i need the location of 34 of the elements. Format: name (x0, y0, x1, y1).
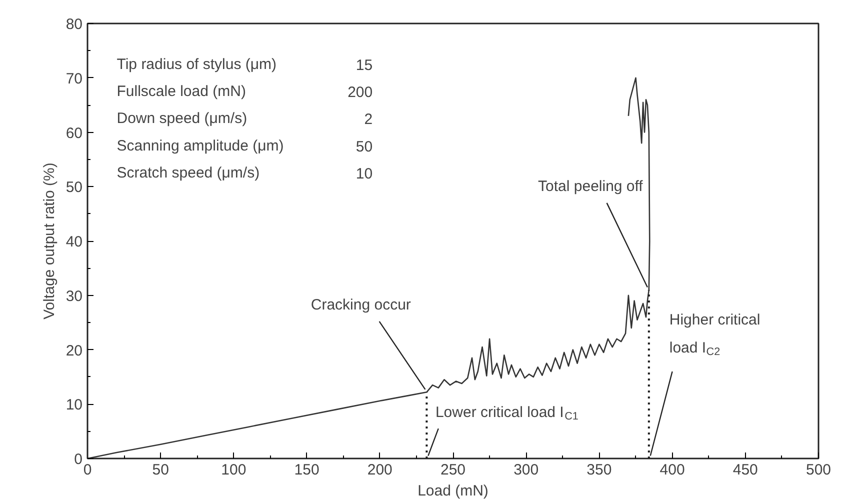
y-tick-label: 60 (66, 124, 83, 142)
x-axis-title: Load (mN) (418, 482, 488, 500)
x-tick-label: 200 (367, 462, 392, 478)
y-tick-label: 40 (66, 234, 83, 250)
annotation: Scanning amplitude (μm) (116, 137, 284, 154)
x-tick-label: 350 (586, 462, 612, 478)
line-series (88, 77, 650, 458)
y-tick-label: 20 (66, 342, 83, 360)
annotation: Scratch speed (μm/s) (116, 164, 260, 182)
x-tick-label: 100 (221, 462, 246, 478)
annotation: 2 (364, 111, 373, 128)
x-tick-label: 250 (440, 462, 466, 478)
annotation: Cracking occur (310, 296, 411, 314)
annotation: Tip radius of stylus (μm) (116, 56, 277, 73)
annotation: Fullscale load (mN) (116, 82, 246, 100)
x-tick-label: 150 (294, 462, 320, 478)
y-tick-label: 80 (66, 16, 83, 33)
x-tick-label: 500 (806, 462, 832, 478)
annotation: 15 (356, 56, 373, 74)
annotation: Total peeling off (538, 178, 644, 196)
y-tick-label: 0 (74, 451, 82, 468)
annotation: 10 (356, 166, 373, 183)
annotation: 200 (348, 84, 373, 101)
annotation: Down speed (μm/s) (116, 110, 248, 128)
x-tick-label: 300 (514, 462, 539, 478)
x-tick-label: 400 (660, 462, 685, 478)
x-tick-label: 50 (152, 462, 169, 478)
x-tick-label: 450 (732, 462, 758, 478)
y-tick-label: 50 (66, 179, 83, 196)
annotation: 50 (356, 138, 373, 156)
y-tick-label: 70 (66, 70, 83, 88)
y-axis-title: Voltage output ratio (%) (40, 162, 58, 320)
y-tick-label: 10 (66, 396, 83, 414)
y-tick-label: 30 (66, 288, 83, 305)
